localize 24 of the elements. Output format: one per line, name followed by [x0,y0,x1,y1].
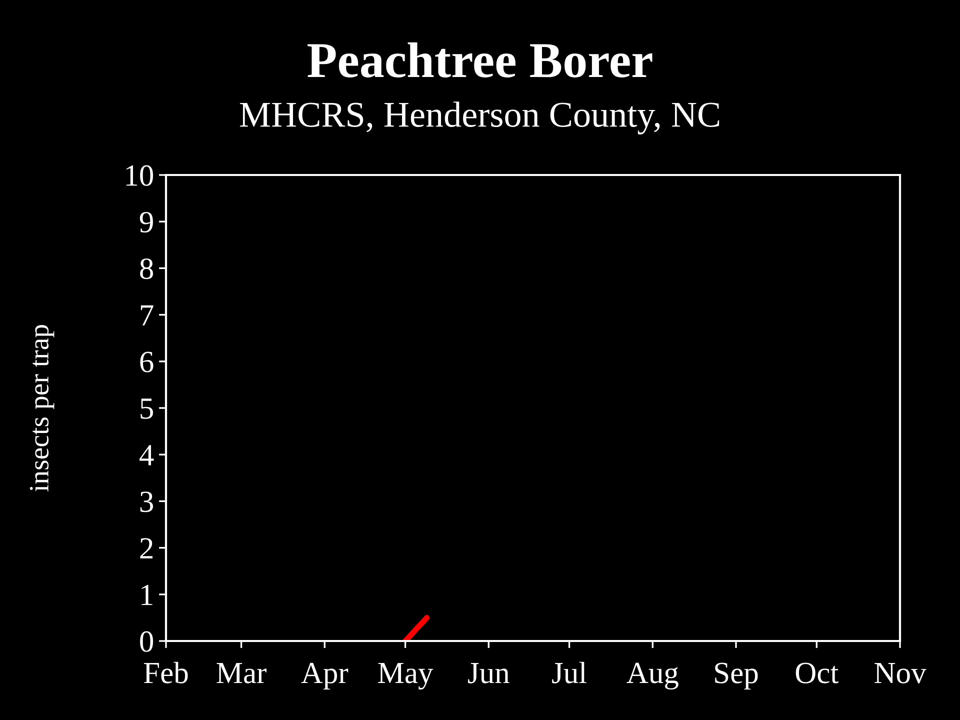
x-tick-label: Jul [552,662,587,684]
y-tick-label: 2 [140,538,153,558]
x-tick-label: May [378,662,434,690]
x-tick-label: Oct [796,662,839,684]
y-tick-label: 3 [140,492,153,512]
y-tick-label: 4 [140,445,154,466]
y-axis-title: insects per trap [30,325,54,492]
x-tick-label: Aug [626,662,678,690]
y-tick-label: 1 [142,584,152,605]
x-tick-label: Jun [468,663,510,684]
chart-title: Peachtree Borer [308,42,652,78]
y-tick-label: 0 [140,631,154,652]
x-tick-label: Mar [216,663,266,684]
y-tick-label: 6 [140,352,154,372]
y-tick-label: 10 [126,165,154,186]
x-tick-label: Nov [874,663,926,684]
chart-subtitle: MHCRS, Henderson County, NC [240,102,720,134]
y-tick-label: 7 [140,305,154,326]
y-tick-label: 9 [140,212,153,232]
x-tick-label: Sep [715,662,758,690]
x-tick-label: Feb [144,662,188,684]
y-tick-label: 8 [140,258,154,280]
x-tick-label: Apr [301,662,348,690]
y-tick-label: 5 [140,398,153,419]
